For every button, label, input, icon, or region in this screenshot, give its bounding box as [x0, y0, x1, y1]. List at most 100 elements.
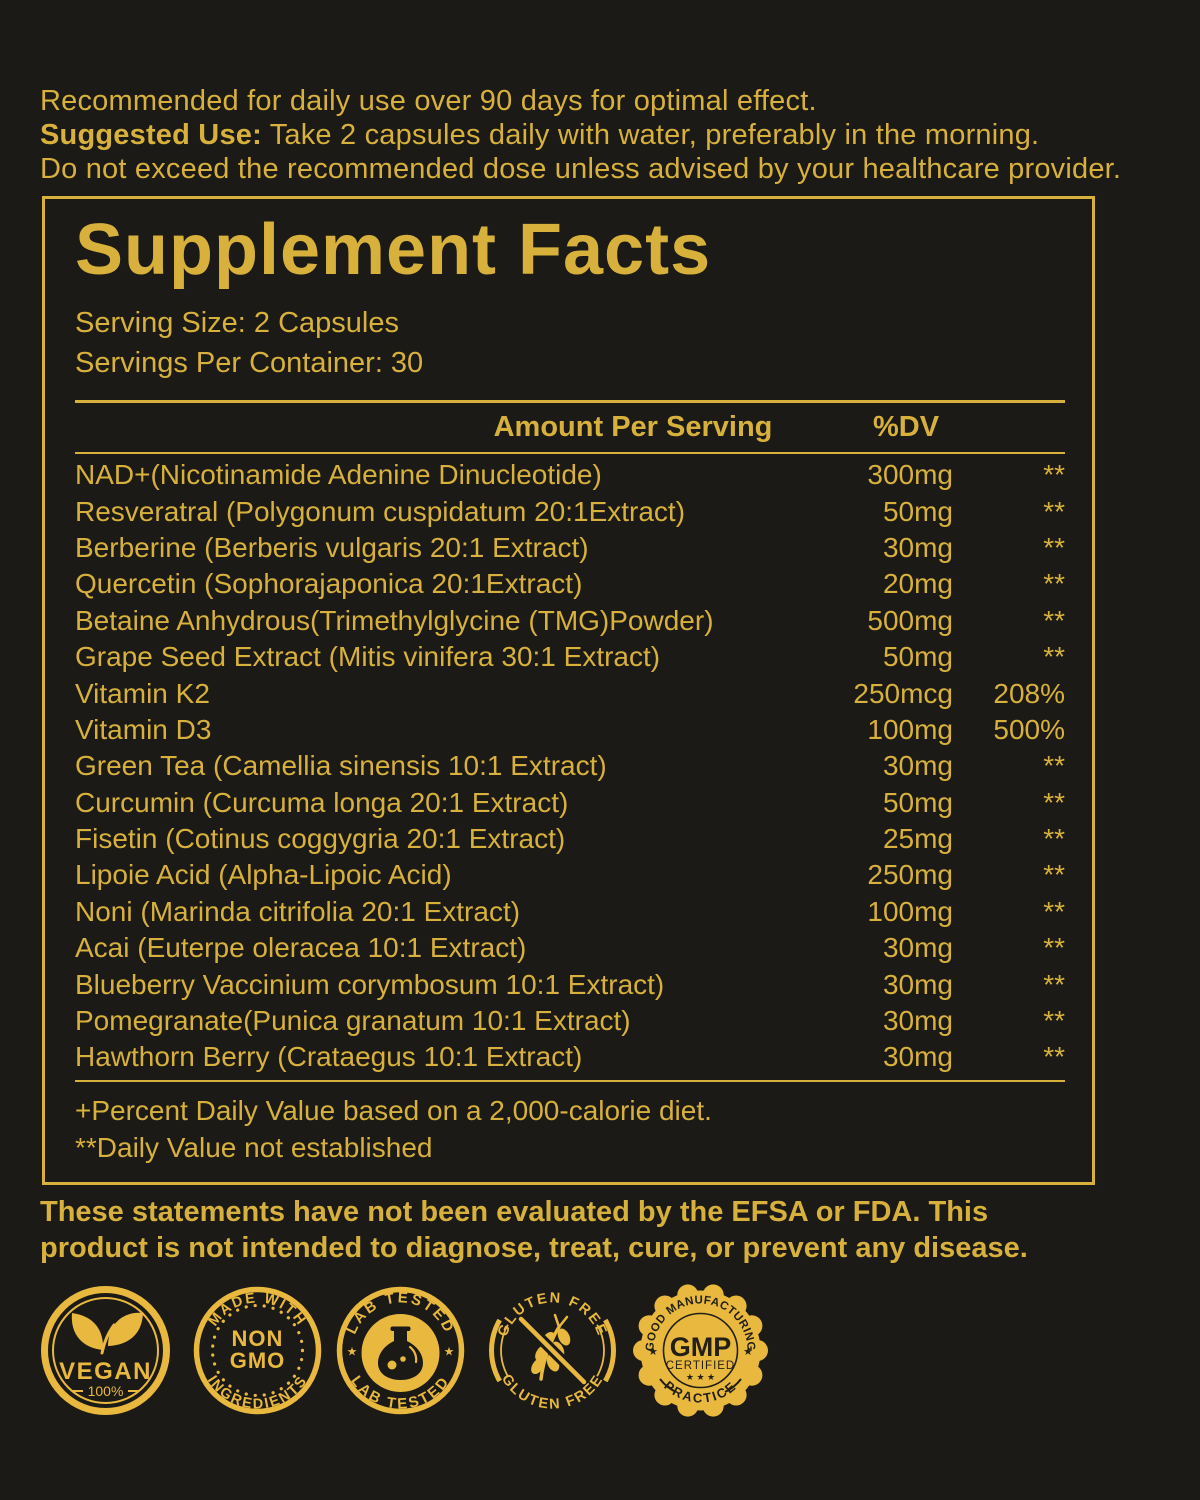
ingredient-dv: **	[1043, 859, 1065, 891]
column-header-dv: %DV	[872, 411, 940, 443]
ingredient-name: Hawthorn Berry (Crataegus 10:1 Extract)	[75, 1041, 583, 1073]
vegan-badge: VEGAN 100%	[41, 1286, 170, 1415]
ingredients-arc-label: INGREDIENTS	[204, 1373, 311, 1413]
ingredient-amount: 30mg	[882, 531, 953, 563]
ingredient-dv: **	[1043, 568, 1065, 600]
ingredient-amount: 20mg	[882, 568, 953, 600]
ingredient-name: Curcumin (Curcuma longa 20:1 Extract)	[75, 786, 569, 818]
fda-disclaimer: These statements have not been evaluated…	[40, 1194, 1160, 1266]
gmo-label: GMO	[230, 1348, 286, 1373]
ingredient-name: Resveratral (Polygonum cuspidatum 20:1Ex…	[75, 495, 686, 527]
usage-note: Recommended for daily use over 90 days f…	[40, 84, 1190, 186]
ingredient-amount: 30mg	[882, 932, 953, 964]
ingredient-amount: 30mg	[882, 968, 953, 1000]
ingredient-dv: **	[1043, 968, 1065, 1000]
usage-line-2: Suggested Use: Take 2 capsules daily wit…	[40, 118, 1190, 152]
ingredient-amount: 30mg	[882, 1041, 953, 1073]
badge-outer-ring	[336, 1286, 465, 1415]
ingredient-dv: **	[1043, 1005, 1065, 1037]
vegan-label: VEGAN	[59, 1358, 152, 1385]
ingredient-dv: **	[1043, 786, 1065, 818]
ingredient-dv: **	[1043, 1041, 1065, 1073]
arc-mask-bottom	[497, 1370, 608, 1415]
table-header: Amount Per Serving %DV	[75, 403, 1065, 452]
star-icon: ★	[347, 1345, 358, 1359]
ingredient-amount: 250mcg	[853, 677, 953, 709]
ingredient-amount: 50mg	[882, 495, 953, 527]
leaf-icon	[71, 1312, 143, 1355]
ingredient-name: Lipoie Acid (Alpha-Lipoic Acid)	[75, 859, 452, 891]
slash-icon	[517, 1315, 588, 1386]
star-icon: ★	[743, 1346, 753, 1358]
serving-info: Serving Size: 2 Capsules Servings Per Co…	[75, 303, 1065, 383]
ingredient-amount: 25mg	[882, 823, 953, 855]
usage-line-1: Recommended for daily use over 90 days f…	[40, 84, 1190, 118]
seal-flourish-right	[724, 1378, 742, 1393]
table-row: Resveratral (Polygonum cuspidatum 20:1Ex…	[75, 493, 1065, 529]
ingredient-dv: **	[1043, 895, 1065, 927]
ingredient-amount: 50mg	[882, 641, 953, 673]
dotted-ring	[210, 1303, 305, 1398]
disclaimer-line-1: These statements have not been evaluated…	[40, 1196, 989, 1228]
ingredient-name: Fisetin (Cotinus coggygria 20:1 Extract)	[75, 823, 566, 855]
table-row: Lipoie Acid (Alpha-Lipoic Acid) 250mg **	[75, 857, 1065, 893]
ingredient-amount: 30mg	[882, 750, 953, 782]
flask-icon	[378, 1326, 423, 1380]
ingredient-amount: 500mg	[867, 604, 953, 636]
usage-line-1-text: Recommended for daily use over 90 days f…	[40, 85, 817, 117]
servings-per-container: Servings Per Container: 30	[75, 347, 424, 379]
table-row: Grape Seed Extract (Mitis vinifera 30:1 …	[75, 639, 1065, 675]
ingredient-name: Noni (Marinda citrifolia 20:1 Extract)	[75, 895, 521, 927]
footnote-not-established: **Daily Value not established	[75, 1131, 433, 1163]
ingredient-name: Blueberry Vaccinium corymbosum 10:1 Extr…	[75, 968, 665, 1000]
table-row: NAD+(Nicotinamide Adenine Dinucleotide) 3…	[75, 457, 1065, 493]
ingredient-name: Green Tea (Camellia sinensis 10:1 Extrac…	[75, 750, 607, 782]
ingredient-name: Betaine Anhydrous(Trimethylglycine (TMG)…	[75, 604, 714, 636]
ingredient-table: NAD+(Nicotinamide Adenine Dinucleotide) 3…	[75, 454, 1065, 1076]
table-row: Vitamin D3 100mg 500%	[75, 712, 1065, 748]
ingredient-dv: **	[1043, 531, 1065, 563]
ingredient-name: Acai (Euterpe oleracea 10:1 Extract)	[75, 932, 527, 964]
star-icon: ★	[648, 1346, 658, 1358]
ingredient-name: Grape Seed Extract (Mitis vinifera 30:1 …	[75, 641, 661, 673]
disclaimer-line-2: product is not intended to diagnose, tre…	[40, 1232, 1028, 1264]
table-row: Fisetin (Cotinus coggygria 20:1 Extract)…	[75, 821, 1065, 857]
badge-outer-ring	[193, 1286, 322, 1415]
non-label: NON	[232, 1326, 284, 1351]
ingredient-name: NAD+(Nicotinamide Adenine Dinucleotide)	[75, 459, 602, 491]
ingredient-dv: **	[1043, 932, 1065, 964]
badge-inner-ring	[52, 1297, 159, 1404]
made-with-arc-label: MADE WITH	[206, 1290, 310, 1329]
table-row: Hawthorn Berry (Crataegus 10:1 Extract) 3…	[75, 1039, 1065, 1075]
gluten-free-top-arc-label: GLUTEN FREE	[495, 1290, 610, 1339]
footnote-daily-value: +Percent Daily Value based on a 2,000-ca…	[75, 1094, 712, 1126]
gmp-certified-badge: GOOD MANUFACTURING GMP CERTIFIED ★ ★ ★ ★…	[633, 1284, 768, 1417]
ingredient-dv: **	[1043, 495, 1065, 527]
ingredient-amount: 300mg	[867, 459, 953, 491]
seal-flourish-left	[659, 1378, 677, 1393]
ingredient-dv: 500%	[993, 713, 1065, 745]
table-row: Blueberry Vaccinium corymbosum 10:1 Extr…	[75, 966, 1065, 1002]
arc-mask-top	[497, 1286, 608, 1331]
supplement-facts-panel: Supplement Facts Serving Size: 2 Capsule…	[42, 196, 1095, 1185]
ingredient-dv: **	[1043, 604, 1065, 636]
table-row: Noni (Marinda citrifolia 20:1 Extract) 10…	[75, 894, 1065, 930]
gmp-label: GMP	[670, 1332, 732, 1362]
table-row: Vitamin K2 250mcg 208%	[75, 675, 1065, 711]
column-header-amount: Amount Per Serving	[493, 411, 773, 443]
usage-line-3-text: Do not exceed the recommended dose unles…	[40, 153, 1122, 185]
ingredient-name: Vitamin K2	[75, 677, 210, 709]
non-gmo-badge: MADE WITH INGREDIENTS NON GMO	[193, 1286, 322, 1415]
table-row: Berberine (Berberis vulgaris 20:1 Extrac…	[75, 530, 1065, 566]
table-row: Green Tea (Camellia sinensis 10:1 Extrac…	[75, 748, 1065, 784]
badge-outer-ring	[41, 1286, 170, 1415]
table-row: Curcumin (Curcuma longa 20:1 Extract) 50m…	[75, 785, 1065, 821]
star-icon: ★	[444, 1345, 455, 1359]
ingredient-amount: 30mg	[882, 1005, 953, 1037]
lab-tested-badge: ★ ★ LAB TESTED LAB TESTED	[336, 1286, 465, 1415]
table-row: Betaine Anhydrous(Trimethylglycine (TMG)…	[75, 603, 1065, 639]
footnotes: +Percent Daily Value based on a 2,000-ca…	[75, 1092, 1065, 1166]
ingredient-name: Berberine (Berberis vulgaris 20:1 Extrac…	[75, 531, 589, 563]
suggested-use-label: Suggested Use:	[40, 119, 262, 151]
